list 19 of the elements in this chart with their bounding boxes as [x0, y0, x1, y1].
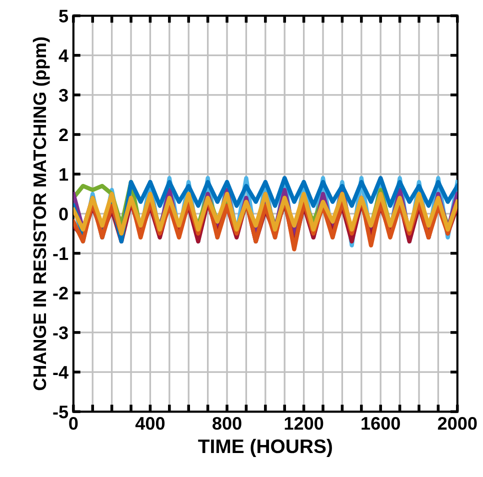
y-tick-label: -5 [53, 406, 68, 418]
x-tick-label: 800 [212, 416, 242, 430]
x-tick-label: 400 [135, 416, 165, 430]
y-tick-label: 1 [60, 168, 68, 181]
y-tick-label: -1 [53, 247, 68, 260]
x-tick-label: 2000 [438, 416, 477, 430]
x-tick-label: 1200 [284, 416, 324, 430]
y-tick-label: 5 [59, 10, 68, 22]
y-tick-label: -3 [53, 326, 68, 340]
y-tick-label: 4 [58, 49, 68, 62]
y-axis-title: CHANGE IN RESISTOR MATCHING (ppm) [32, 37, 50, 390]
y-tick-label: 0 [59, 208, 68, 220]
x-tick-label: 1600 [362, 416, 400, 430]
y-tick-label: 3 [58, 88, 68, 102]
y-tick-label: -2 [53, 286, 68, 300]
x-tick-label: 0 [69, 416, 78, 430]
y-tick-label: -4 [53, 366, 68, 379]
x-axis-title: TIME (HOURS) [198, 438, 332, 458]
y-tick-label: 2 [59, 128, 68, 142]
